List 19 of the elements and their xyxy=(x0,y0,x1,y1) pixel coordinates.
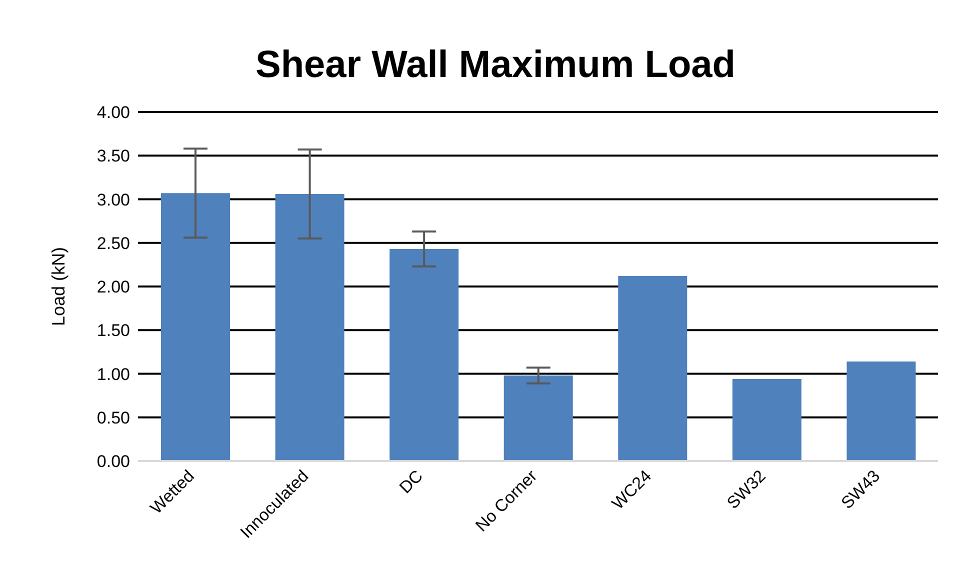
bar xyxy=(390,248,459,461)
y-axis-title: Load (kN) xyxy=(48,246,68,326)
y-tick-label: 4.00 xyxy=(96,103,130,122)
bar xyxy=(504,375,573,461)
y-tick-label: 3.50 xyxy=(96,146,130,166)
y-tick-label: 1.00 xyxy=(96,364,130,384)
x-tick-label: DC xyxy=(396,466,427,498)
bar xyxy=(275,194,344,461)
y-tick-label: 0.00 xyxy=(96,452,130,472)
y-tick-label: 1.50 xyxy=(96,321,130,340)
bar xyxy=(618,276,688,461)
y-tick-label: 2.00 xyxy=(96,278,130,297)
bar xyxy=(161,193,230,461)
y-tick-label: 0.50 xyxy=(96,408,130,428)
bar xyxy=(732,378,802,461)
y-tick-label: 3.00 xyxy=(96,190,130,210)
chart-title: Shear Wall Maximum Load xyxy=(254,43,737,88)
bar xyxy=(846,362,916,461)
y-tick-label: 2.50 xyxy=(96,234,130,253)
